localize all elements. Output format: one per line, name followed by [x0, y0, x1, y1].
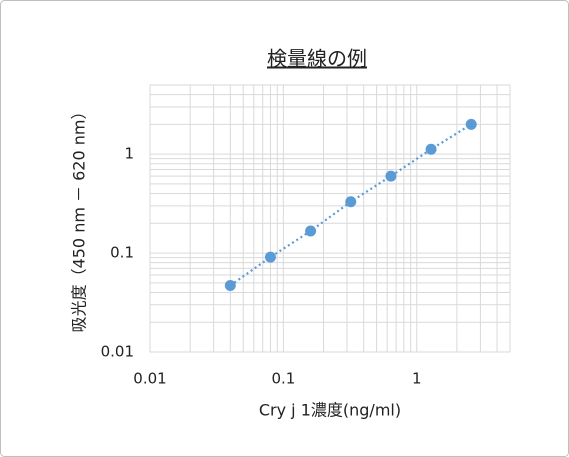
x-tick-label: 0.1	[271, 370, 295, 388]
chart-title: 検量線の例	[267, 47, 367, 71]
data-point	[465, 118, 477, 130]
y-tick-label: 1	[124, 145, 134, 163]
data-point	[224, 280, 236, 292]
y-axis-label: 吸光度（450 nm － 620 nm）	[70, 104, 89, 333]
x-tick-label: 0.01	[133, 370, 166, 388]
y-tick-label: 0.1	[110, 244, 134, 262]
x-tick-label: 1	[412, 370, 422, 388]
data-point	[264, 251, 276, 263]
x-axis-label: Cry j 1濃度(ng/ml)	[259, 401, 401, 420]
data-point	[425, 143, 437, 155]
data-point	[385, 170, 397, 182]
y-tick-label: 0.01	[101, 343, 134, 361]
data-point	[305, 225, 317, 237]
data-point	[345, 196, 357, 208]
plot-border	[149, 84, 511, 353]
